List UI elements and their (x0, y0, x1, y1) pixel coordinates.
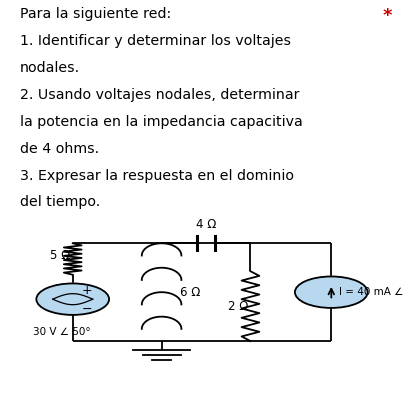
Text: 2 Ω: 2 Ω (228, 300, 248, 313)
Text: 6 Ω: 6 Ω (180, 286, 200, 299)
Text: 2. Usando voltajes nodales, determinar: 2. Usando voltajes nodales, determinar (20, 88, 300, 102)
Text: −: − (82, 303, 92, 316)
Text: Para la siguiente red:: Para la siguiente red: (20, 7, 171, 21)
Text: 5 Ω: 5 Ω (50, 249, 71, 262)
Text: 30 V ∠ 50°: 30 V ∠ 50° (33, 327, 90, 337)
Circle shape (295, 276, 368, 308)
Text: la potencia en la impedancia capacitiva: la potencia en la impedancia capacitiva (20, 115, 303, 129)
Circle shape (36, 283, 109, 315)
Text: 4 Ω: 4 Ω (196, 218, 216, 231)
Text: +: + (82, 284, 93, 297)
Text: *: * (382, 7, 392, 25)
Text: nodales.: nodales. (20, 61, 80, 75)
Text: 3. Expresar la respuesta en el dominio: 3. Expresar la respuesta en el dominio (20, 169, 294, 183)
Text: de 4 ohms.: de 4 ohms. (20, 142, 99, 156)
Text: I = 40 mA ∠ 90°: I = 40 mA ∠ 90° (339, 287, 404, 297)
Text: del tiempo.: del tiempo. (20, 195, 101, 210)
Text: 1. Identificar y determinar los voltajes: 1. Identificar y determinar los voltajes (20, 34, 291, 48)
